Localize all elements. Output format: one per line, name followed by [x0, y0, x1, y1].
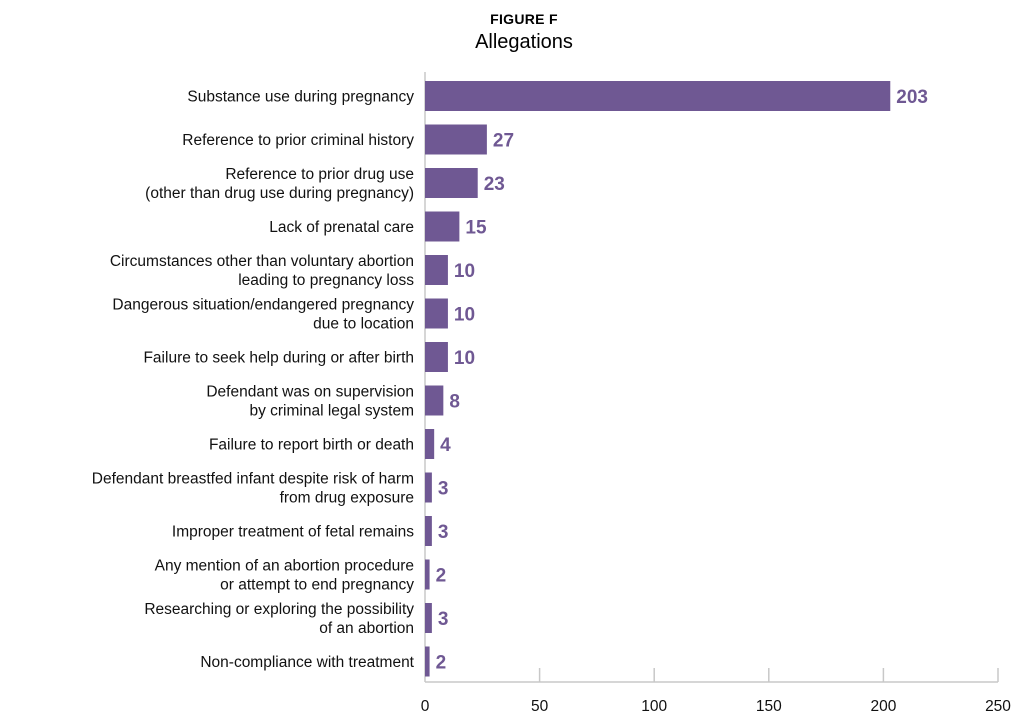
bar: [425, 646, 430, 677]
bar: [425, 124, 487, 155]
data-label: 27: [493, 131, 514, 152]
data-label: 3: [438, 522, 449, 543]
figure-label: FIGURE F: [490, 11, 558, 27]
category-label-line: from drug exposure: [280, 490, 414, 507]
bar: [425, 81, 891, 111]
category-label-line: or attempt to end pregnancy: [220, 577, 414, 594]
category-label-line: Reference to prior drug use: [225, 166, 414, 183]
data-label: 2: [436, 566, 447, 587]
data-label: 10: [454, 261, 475, 282]
category-label-line: Researching or exploring the possibility: [144, 601, 414, 618]
data-label: 8: [449, 392, 460, 413]
category-label-line: by criminal legal system: [249, 403, 414, 420]
data-label: 3: [438, 609, 449, 630]
chart-title: Allegations: [475, 31, 573, 53]
category-label-line: of an abortion: [319, 620, 414, 637]
category-label-line: Improper treatment of fetal remains: [172, 524, 414, 541]
category-label: Reference to prior drug use (other than d…: [145, 166, 414, 202]
bar: [425, 516, 432, 546]
data-label: 2: [436, 653, 447, 674]
bar: [425, 472, 432, 503]
category-label: Failure to seek help during or after bir…: [143, 350, 414, 367]
category-label-line: (other than drug use during pregnancy): [145, 185, 414, 202]
x-tick-label: 150: [756, 698, 782, 715]
category-label: Researching or exploring the possibility…: [144, 601, 414, 637]
data-label: 10: [454, 305, 475, 326]
category-label-line: Failure to report birth or death: [209, 437, 414, 454]
category-label-line: Non-compliance with treatment: [200, 654, 414, 671]
category-label: Circumstances other than voluntary abort…: [110, 253, 414, 289]
data-label: 23: [484, 174, 505, 195]
category-label-line: leading to pregnancy loss: [238, 272, 414, 289]
x-tick-label: 100: [641, 698, 667, 715]
bar: [425, 298, 448, 329]
data-label: 203: [896, 87, 928, 108]
category-label: Dangerous situation/endangered pregnancy…: [112, 297, 414, 333]
bar: [425, 603, 432, 633]
data-label: 3: [438, 479, 449, 500]
category-label: Improper treatment of fetal remains: [172, 524, 414, 541]
category-label: Substance use during pregnancy: [187, 89, 414, 106]
category-label: Failure to report birth or death: [209, 437, 414, 454]
category-label: Defendant breastfed infant despite risk …: [92, 471, 414, 507]
bar: [425, 429, 435, 459]
category-label-line: Substance use during pregnancy: [187, 89, 414, 106]
category-label-line: Lack of prenatal care: [269, 219, 414, 236]
bar: [425, 168, 478, 198]
category-label-line: Any mention of an abortion procedure: [155, 558, 414, 575]
category-label: Reference to prior criminal history: [182, 132, 414, 149]
category-label-line: Defendant was on supervision: [206, 384, 414, 401]
bar: [425, 211, 460, 242]
x-tick-label: 200: [870, 698, 896, 715]
category-label-line: Circumstances other than voluntary abort…: [110, 253, 414, 270]
category-label: Lack of prenatal care: [269, 219, 414, 236]
x-tick-label: 50: [531, 698, 549, 715]
data-label: 10: [454, 348, 475, 369]
bar: [425, 255, 448, 285]
category-label-line: Defendant breastfed infant despite risk …: [92, 471, 414, 488]
data-label: 4: [440, 435, 451, 456]
bar: [425, 559, 430, 590]
category-label-line: Reference to prior criminal history: [182, 132, 414, 149]
category-label-line: due to location: [313, 316, 414, 333]
category-label-line: Failure to seek help during or after bir…: [143, 350, 414, 367]
data-label: 15: [465, 218, 487, 239]
x-tick-label: 250: [985, 698, 1011, 715]
bar: [425, 342, 448, 372]
category-label: Non-compliance with treatment: [200, 654, 414, 671]
bar: [425, 385, 444, 416]
category-label: Any mention of an abortion procedure or a…: [155, 558, 415, 594]
x-tick-label: 0: [421, 698, 430, 715]
category-label: Defendant was on supervision by criminal …: [206, 384, 414, 420]
category-label-line: Dangerous situation/endangered pregnancy: [112, 297, 414, 314]
